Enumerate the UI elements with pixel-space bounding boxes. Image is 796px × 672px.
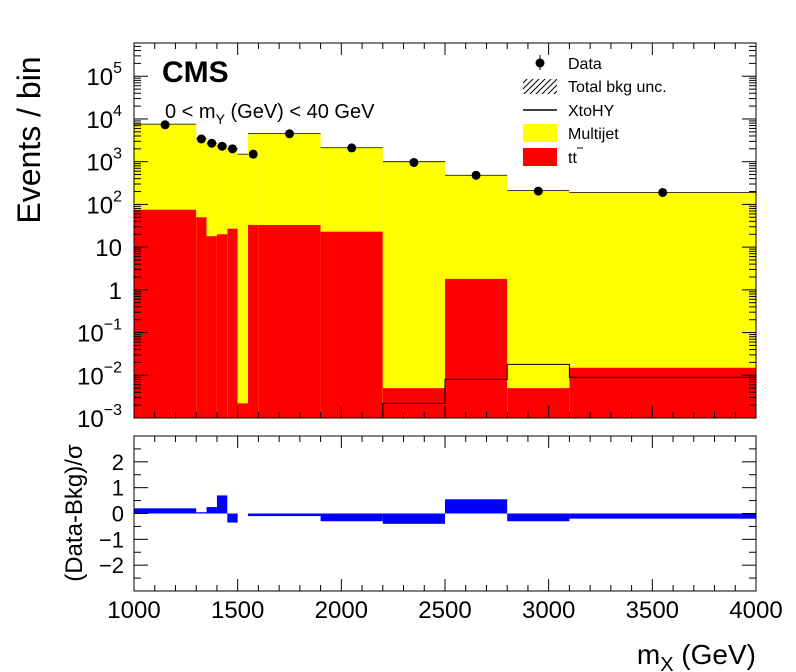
ttbar-swatch-icon (523, 148, 557, 166)
hatch-swatch-icon (523, 79, 557, 94)
upper-plot-area (134, 123, 756, 418)
pull-tick-label: 2 (112, 450, 124, 475)
cms-label: CMS (162, 56, 229, 89)
data-point (248, 149, 258, 159)
pull-tick-label: 0 (112, 502, 124, 527)
data-point (347, 143, 357, 153)
legend-ttbar-label: tt (568, 150, 577, 167)
legend-ttbar: tt (523, 147, 583, 167)
ttbar-bar (134, 209, 197, 418)
legend: Data Total bkg unc. XtoHY Multijet tt (523, 55, 667, 167)
pull-bar (258, 513, 321, 517)
pull-plot-area (134, 495, 756, 524)
ttbar-bar (258, 224, 321, 418)
ttbar-bar (216, 234, 228, 418)
y-tick-label: 102 (86, 188, 122, 219)
data-point (658, 187, 668, 197)
legend-signal: XtoHY (523, 103, 615, 120)
legend-bkg-unc-label: Total bkg unc. (568, 79, 667, 96)
ttbar-bar (445, 278, 508, 418)
pull-bar (216, 495, 228, 514)
ttbar-bar (320, 231, 383, 418)
pull-bar (569, 513, 756, 519)
multijet-bar (507, 190, 570, 418)
upper-y-axis-label: Events / bin (11, 56, 47, 223)
pull-bar (248, 513, 259, 517)
legend-data: Data (535, 55, 602, 73)
y-tick-label: 105 (86, 60, 122, 91)
data-point (227, 144, 237, 154)
legend-data-label: Data (568, 56, 602, 73)
region-label: 0 < mY (GeV) < 40 GeV (165, 101, 375, 127)
pull-bar (320, 513, 383, 522)
pull-bar (445, 499, 508, 514)
upper-x-ticks (133, 43, 757, 418)
data-point (217, 141, 227, 151)
legend-multijet: Multijet (523, 124, 619, 143)
y-tick-label: 10−2 (77, 359, 122, 390)
y-tick-label: 1 (109, 278, 122, 305)
x-tick-label: 3000 (522, 597, 575, 624)
data-point (207, 138, 217, 148)
legend-multijet-label: Multijet (568, 126, 619, 143)
pull-tick-label: −2 (99, 553, 124, 578)
pull-bar (134, 508, 197, 514)
x-tick-label: 2000 (315, 597, 368, 624)
x-tick-label: 1000 (107, 597, 160, 624)
multijet-swatch-icon (523, 124, 557, 142)
x-tick-label: 4000 (729, 597, 782, 624)
x-axis-label: mX (GeV) (637, 639, 756, 672)
ttbar-bar (206, 236, 217, 418)
x-tick-label: 2500 (418, 597, 471, 624)
y-tick-label: 103 (86, 146, 122, 177)
data-point (285, 129, 294, 139)
x-tick-label: 3500 (626, 597, 679, 624)
data-point (196, 134, 206, 144)
signal-line (382, 363, 756, 418)
data-point (533, 186, 543, 196)
lower-y-axis-label: (Data-Bkg)/σ (61, 444, 88, 582)
data-point (471, 170, 481, 180)
multijet-bar (237, 154, 249, 418)
pull-tick-label: 1 (112, 476, 124, 501)
ttbar-bar (569, 367, 756, 418)
pull-bar (382, 513, 445, 524)
pull-bar (507, 513, 570, 522)
x-axis: 1000 1500 2000 2500 3000 3500 4000 (107, 436, 783, 624)
legend-bkg-unc: Total bkg unc. (523, 79, 667, 96)
ttbar-bar (227, 228, 238, 418)
ttbar-bar (237, 403, 249, 418)
ttbar-bar (507, 388, 570, 418)
data-marker-icon (535, 58, 545, 68)
x-tick-label: 1500 (211, 597, 264, 624)
multijet-bar (382, 161, 445, 418)
data-point (409, 157, 419, 167)
y-tick-label: 104 (86, 103, 122, 134)
pull-bar (227, 513, 238, 523)
data-point (160, 120, 170, 130)
y-tick-label: 10−1 (77, 317, 122, 348)
y-tick-label: 10−3 (77, 402, 122, 433)
ttbar-bar (248, 224, 259, 418)
pull-bar (206, 507, 217, 514)
pull-tick-label: −1 (99, 527, 124, 552)
legend-signal-label: XtoHY (568, 103, 615, 120)
data-points (160, 120, 668, 197)
y-tick-label: 10 (95, 235, 122, 262)
pull-bar (196, 512, 207, 514)
ttbar-bar (196, 217, 207, 418)
